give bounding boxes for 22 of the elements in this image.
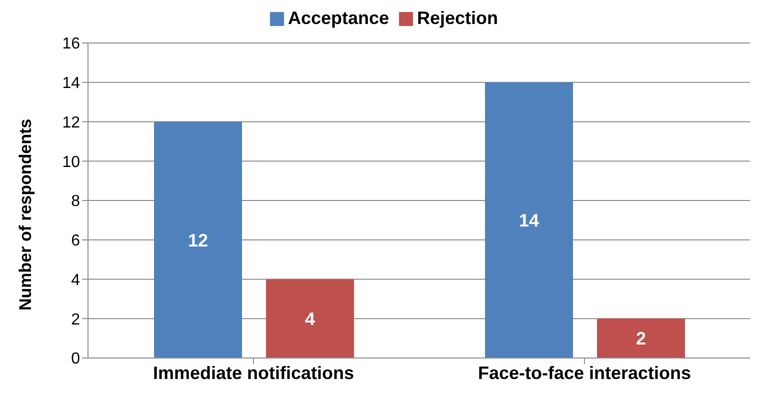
data-label: 4: [304, 309, 316, 330]
y-tick-label: 12: [62, 114, 80, 132]
bar: [154, 122, 242, 358]
bar: [597, 318, 685, 358]
data-label: 2: [636, 328, 646, 349]
data-label: 12: [188, 230, 208, 250]
y-tick-label: 4: [71, 272, 80, 289]
y-tick-label: 10: [62, 154, 80, 171]
y-tick-label: 8: [71, 193, 80, 210]
y-tick-label: 6: [71, 232, 80, 250]
bar: [266, 279, 354, 358]
y-tick-label: 0: [71, 350, 80, 368]
y-tick-label: 2: [71, 311, 80, 328]
bar: [485, 82, 573, 358]
legend-label: Rejection: [417, 8, 498, 28]
x-tick-label: Face-to-face interactions: [478, 362, 692, 383]
x-tick-label: Immediate notifications: [152, 362, 354, 383]
legend-label: Acceptance: [288, 8, 390, 28]
y-axis-title: Number of respondents: [16, 118, 36, 310]
y-tick-label: 16: [62, 36, 80, 53]
y-tick-label: 14: [62, 75, 80, 92]
data-label: 14: [518, 210, 540, 231]
